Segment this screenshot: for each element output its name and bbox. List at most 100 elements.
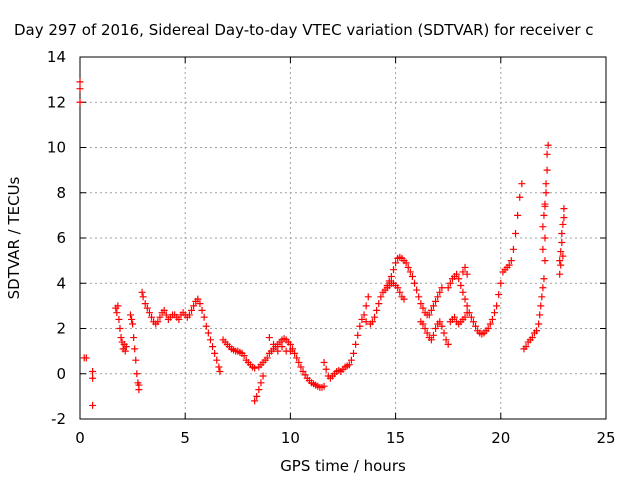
data-point <box>320 382 328 390</box>
data-point <box>121 347 129 355</box>
data-point <box>493 302 501 310</box>
data-point <box>436 288 444 296</box>
data-point <box>362 318 370 326</box>
data-point <box>436 318 444 326</box>
x-tick-label: 25 <box>596 429 615 447</box>
data-point <box>113 309 121 317</box>
data-point <box>270 340 278 348</box>
data-point <box>427 306 435 314</box>
data-point <box>560 205 568 213</box>
data-point <box>495 291 503 299</box>
data-point <box>117 334 125 342</box>
data-point <box>139 293 147 301</box>
plot-frame <box>79 56 607 420</box>
y-axis-label: SDTVAR / TECUs <box>5 176 23 299</box>
data-point <box>557 248 565 256</box>
data-point <box>188 306 196 314</box>
axis-ticks: 0 5 10 15 20 25 -2 0 2 4 6 8 10 12 14 <box>47 48 616 447</box>
data-point <box>544 141 552 149</box>
y-tick-label: 12 <box>47 93 66 111</box>
data-point <box>389 266 397 274</box>
data-point <box>541 257 549 265</box>
data-point <box>429 302 437 310</box>
data-point <box>537 302 545 310</box>
data-point <box>76 85 84 93</box>
data-point <box>540 275 548 283</box>
data-point <box>557 261 565 269</box>
data-point <box>358 315 366 323</box>
data-point <box>364 293 372 301</box>
data-point <box>432 297 440 305</box>
data-point <box>469 318 477 326</box>
data-point <box>322 365 330 373</box>
x-tick-label: 0 <box>75 429 85 447</box>
data-point <box>360 311 368 319</box>
data-point <box>211 349 219 357</box>
data-point <box>354 331 362 339</box>
data-point <box>131 345 139 353</box>
data-point <box>516 193 524 201</box>
data-point <box>459 288 467 296</box>
data-point <box>446 279 454 287</box>
data-point <box>160 306 168 314</box>
data-point <box>345 361 353 369</box>
data-point <box>251 364 259 372</box>
data-point <box>541 202 549 210</box>
data-point <box>116 325 124 332</box>
y-tick-label: 14 <box>47 48 66 66</box>
data-point <box>89 374 97 382</box>
data-point <box>427 336 435 344</box>
data-point <box>352 340 360 348</box>
data-point <box>505 261 513 269</box>
data-point <box>194 295 202 303</box>
data-point <box>556 270 564 278</box>
data-point <box>419 320 427 328</box>
data-point <box>490 309 498 317</box>
y-tick-label: 8 <box>56 184 66 202</box>
data-point <box>539 245 547 253</box>
data-point <box>543 166 551 174</box>
data-point <box>385 277 393 285</box>
data-point <box>539 223 547 231</box>
data-point <box>558 229 566 237</box>
data-point <box>400 295 408 303</box>
data-point <box>419 304 427 312</box>
data-point <box>89 401 97 409</box>
data-point <box>404 263 412 271</box>
data-point <box>461 263 469 271</box>
data-point <box>82 354 90 362</box>
data-point <box>560 214 568 222</box>
data-point <box>133 370 141 378</box>
data-point <box>154 318 162 326</box>
data-point <box>406 268 414 276</box>
data-point <box>408 272 416 280</box>
data-point <box>455 275 463 283</box>
data-point <box>472 322 480 330</box>
data-point <box>286 347 294 355</box>
data-point <box>463 309 471 317</box>
data-point <box>463 270 471 278</box>
data-point <box>347 356 355 364</box>
data-point <box>132 356 140 364</box>
data-point <box>415 293 423 301</box>
data-point <box>200 313 208 321</box>
data-point <box>114 302 122 310</box>
data-point <box>518 180 526 188</box>
data-point <box>274 347 282 355</box>
data-point <box>528 334 536 342</box>
data-point <box>542 180 550 188</box>
data-point <box>145 309 153 317</box>
y-tick-label: 0 <box>56 365 66 383</box>
data-point <box>556 257 564 265</box>
data-point <box>148 313 156 321</box>
data-point <box>536 311 544 319</box>
data-point <box>135 381 143 389</box>
data-point <box>440 329 448 337</box>
data-point <box>392 259 400 267</box>
data-point <box>126 311 134 319</box>
data-point <box>558 239 566 247</box>
data-point <box>461 295 469 303</box>
data-point <box>278 343 286 351</box>
data-point <box>533 327 541 335</box>
data-point <box>438 284 446 292</box>
